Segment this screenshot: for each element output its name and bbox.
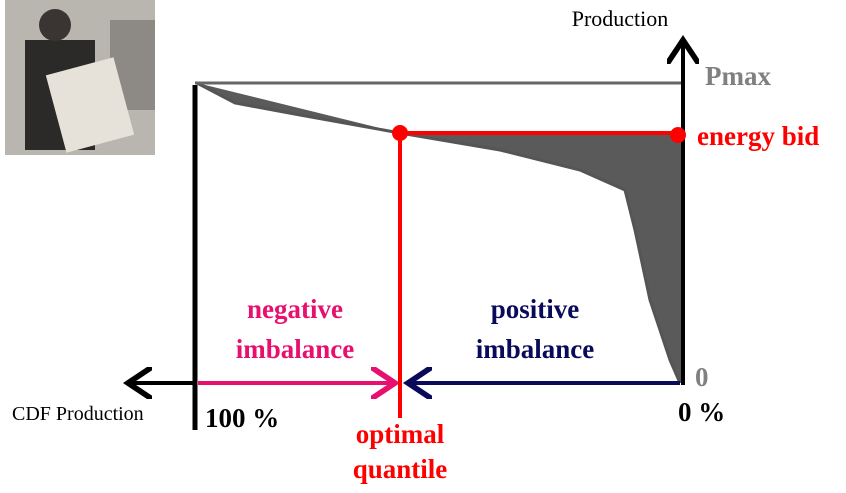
- zero-label: 0: [695, 362, 709, 392]
- region-label: negative: [247, 294, 343, 324]
- x-tick-label: 100 %: [205, 403, 279, 433]
- bid-point: [670, 127, 686, 143]
- x-axis-label: CDF Production: [12, 403, 144, 425]
- photo: [5, 0, 155, 155]
- region-label: imbalance: [236, 334, 355, 364]
- quantile-label: optimal: [356, 419, 445, 449]
- quantile-label: quantile: [353, 454, 448, 484]
- bid-point: [392, 125, 408, 141]
- pmax-label: Pmax: [705, 61, 771, 91]
- region-label: imbalance: [476, 334, 595, 364]
- energy-bid-label: energy bid: [697, 121, 819, 151]
- y-axis-label: Production: [572, 6, 669, 31]
- region-label: positive: [491, 294, 580, 324]
- x-tick-label: 0 %: [678, 397, 725, 427]
- diagram: Production CDF Production Pmax 0 energy …: [0, 0, 846, 488]
